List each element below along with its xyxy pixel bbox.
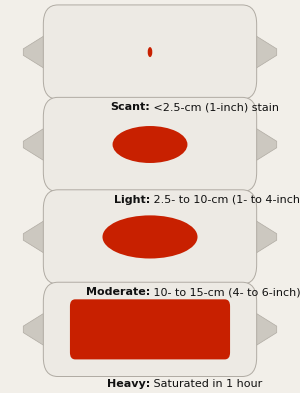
- Ellipse shape: [148, 47, 152, 57]
- Polygon shape: [23, 218, 58, 256]
- Ellipse shape: [103, 215, 197, 259]
- Polygon shape: [23, 310, 58, 349]
- Text: Scant:: Scant:: [110, 102, 150, 112]
- Text: Moderate:: Moderate:: [86, 287, 150, 297]
- Polygon shape: [23, 125, 58, 164]
- Text: Saturated in 1 hour: Saturated in 1 hour: [150, 380, 262, 389]
- Polygon shape: [23, 33, 58, 72]
- Text: Light:: Light:: [114, 195, 150, 205]
- FancyBboxPatch shape: [43, 190, 257, 284]
- FancyBboxPatch shape: [43, 282, 257, 376]
- FancyBboxPatch shape: [70, 299, 230, 360]
- Text: Moderate: 10- to 15-cm (4- to 6-inch) stain: Moderate: 10- to 15-cm (4- to 6-inch) st…: [31, 287, 269, 297]
- FancyBboxPatch shape: [43, 5, 257, 99]
- Text: 2.5- to 10-cm (1- to 4-inch) stain: 2.5- to 10-cm (1- to 4-inch) stain: [150, 195, 300, 205]
- Polygon shape: [242, 33, 277, 72]
- Text: 10- to 15-cm (4- to 6-inch) stain: 10- to 15-cm (4- to 6-inch) stain: [150, 287, 300, 297]
- Polygon shape: [242, 310, 277, 349]
- Text: Scant: <2.5-cm (1-inch) stain: Scant: <2.5-cm (1-inch) stain: [68, 102, 232, 112]
- Polygon shape: [242, 125, 277, 164]
- Text: <2.5-cm (1-inch) stain: <2.5-cm (1-inch) stain: [150, 102, 279, 112]
- Text: Heavy:: Heavy:: [107, 380, 150, 389]
- Text: Light: 2.5- to 10-cm (1- to 4-inch) stain: Light: 2.5- to 10-cm (1- to 4-inch) stai…: [42, 195, 258, 205]
- Text: Heavy: Saturated in 1 hour: Heavy: Saturated in 1 hour: [75, 380, 225, 389]
- Ellipse shape: [112, 126, 188, 163]
- Polygon shape: [242, 218, 277, 256]
- FancyBboxPatch shape: [43, 97, 257, 192]
